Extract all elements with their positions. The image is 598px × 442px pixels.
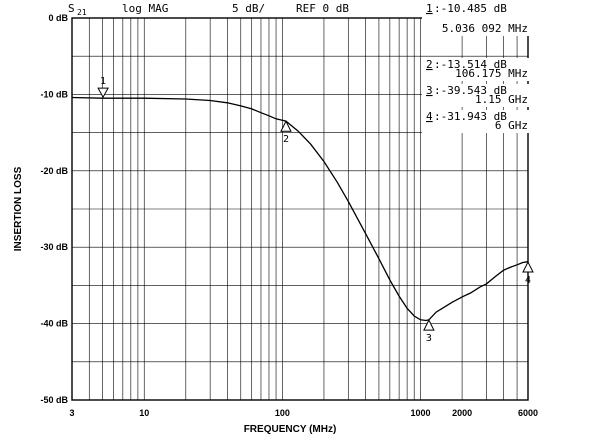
y-tick-label: -20 dB [40,166,68,176]
x-tick-label: 2000 [452,408,472,418]
marker-triangle [522,260,534,273]
marker-number: 4 [525,275,531,286]
readout-frequency: 1.15 GHz [475,93,528,106]
marker-number: 3 [426,333,432,344]
readout-value: :-13.514 dB [434,58,507,71]
readout-background [422,58,554,81]
y-tick-label: -40 dB [40,319,68,329]
x-tick-label: 3 [69,408,74,418]
param-label: S [68,2,75,15]
trace-line [71,96,529,322]
x-axis-title: FREQUENCY (MHz) [244,424,337,435]
y-tick-label: -50 dB [40,395,68,405]
readout-value: :-10.485 dB [434,2,507,15]
x-tick-label: 6000 [518,408,538,418]
ref-label: REF 0 dB [296,2,349,15]
y-tick-label: -10 dB [40,89,68,99]
readout-marker-number: 2 [426,58,433,71]
marker-number: 1 [100,76,106,87]
scale-label: 5 dB/ [232,2,265,15]
marker-triangle [97,87,109,99]
format-label: log MAG [122,2,168,15]
readout-background [422,84,554,107]
readout-marker-number: 1 [426,2,433,15]
marker-number: 2 [283,134,289,145]
readout-marker-number: 4 [426,110,433,123]
readout-value: :-39.543 dB [434,84,507,97]
y-tick-label: -30 dB [40,242,68,252]
marker-triangle [280,120,292,132]
y-axis-title: INSERTION LOSS [13,166,24,251]
param-subscript: 21 [77,8,87,17]
readout-background [422,110,554,133]
x-tick-label: 1000 [410,408,430,418]
readout-frequency: 5.036 092 MHz [442,22,528,35]
x-tick-label: 100 [275,408,290,418]
readout-frequency: 6 GHz [495,119,528,132]
x-tick-label: 10 [139,408,149,418]
plot-frame [71,17,529,401]
readout-value: :-31.943 dB [434,110,507,123]
readout-frequency: 106.175 MHz [455,67,528,80]
readout-background [422,2,554,36]
readout-marker-number: 3 [426,84,433,97]
grid [72,18,528,400]
marker-triangle [423,318,435,331]
y-tick-label: 0 dB [48,13,68,23]
